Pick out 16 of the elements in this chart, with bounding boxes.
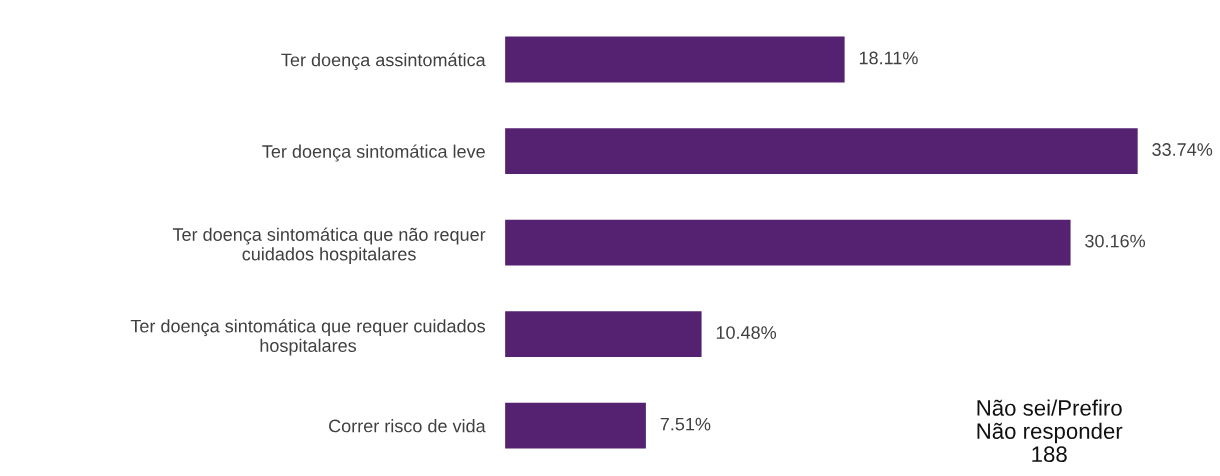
- bar: [505, 36, 845, 83]
- bar: [505, 128, 1138, 174]
- y-tick-label: Ter doença sintomática leve: [262, 144, 485, 162]
- y-tick-label: Ter doença assintomática: [281, 52, 486, 70]
- bar: [505, 402, 646, 449]
- data-label: 30.16%: [1085, 234, 1146, 248]
- data-label: 10.48%: [716, 326, 777, 339]
- annotation: Não sei/Prefiro Não responder 188: [977, 399, 1123, 463]
- y-tick-label: Correr risco de vida: [329, 419, 486, 433]
- data-label: 7.51%: [660, 417, 711, 431]
- data-label: 18.11%: [859, 51, 918, 65]
- bar: [505, 219, 1071, 266]
- y-tick-label: Ter doença sintomática que não requer cuidados hospitalares: [172, 227, 486, 265]
- y-tick-label: Ter doença sintomática que requer cuidados hospitalares: [130, 319, 486, 356]
- data-label: 33.74%: [1152, 143, 1213, 156]
- bar: [505, 311, 702, 357]
